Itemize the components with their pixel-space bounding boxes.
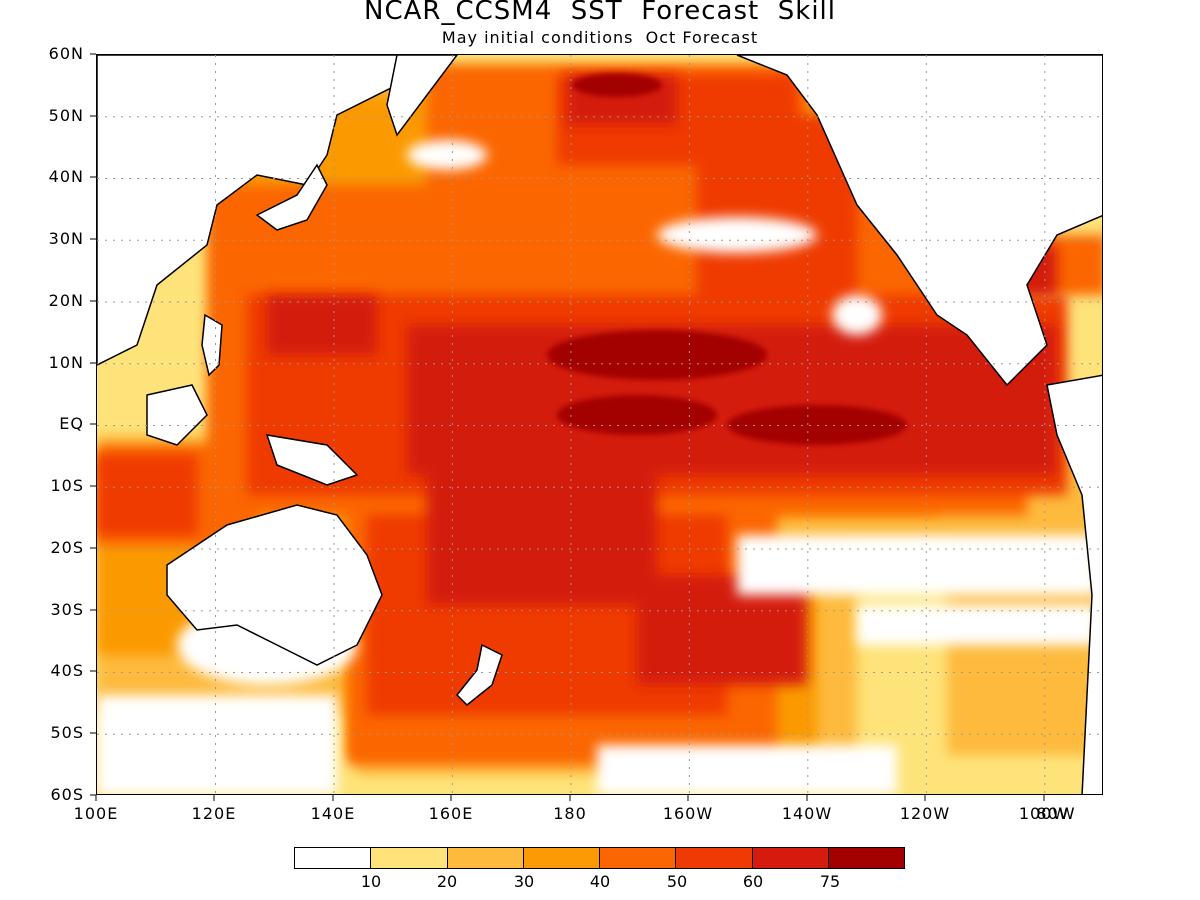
chart-title: NCAR_CCSM4 SST Forecast Skill [364, 0, 836, 26]
kamchatka-land [386, 55, 458, 137]
lat-label-30n: 30N [48, 229, 84, 248]
color-legend [294, 847, 905, 869]
graticule [97, 55, 1102, 794]
legend-swatch-2 [447, 848, 524, 868]
chart-subtitle: May initial conditions Oct Forecast [441, 28, 759, 47]
philippines-land [201, 313, 223, 377]
legend-swatch-4 [600, 848, 677, 868]
legend-label-10: 10 [360, 872, 382, 891]
lat-label-eq: EQ [59, 414, 84, 433]
lon-label-140w: 140W [781, 804, 833, 823]
legend-swatch-0 [295, 848, 372, 868]
skill-field [97, 55, 1102, 794]
south-america-land [1046, 374, 1102, 794]
lat-label-10n: 10N [48, 353, 84, 372]
new-zealand-land [455, 643, 503, 707]
lon-label-140e: 140E [310, 804, 356, 823]
japan-land [255, 163, 328, 231]
lat-label-40s: 40S [50, 661, 84, 680]
skill-map-svg [97, 55, 1102, 794]
legend-label-30: 30 [513, 872, 535, 891]
borneo-land [146, 384, 208, 446]
legend-swatch-3 [523, 848, 600, 868]
lon-label-100e: 100E [73, 804, 119, 823]
lat-label-20s: 20S [50, 538, 84, 557]
skill-map [96, 54, 1103, 795]
lon-label-180: 180 [553, 804, 587, 823]
lon-label-100w: 100W [1018, 804, 1070, 823]
legend-swatch-1 [371, 848, 448, 868]
lon-label-160w: 160W [662, 804, 714, 823]
lat-label-50s: 50S [50, 723, 84, 742]
lon-label-160e: 160E [428, 804, 474, 823]
australia-land [166, 504, 383, 666]
legend-label-50: 50 [666, 872, 688, 891]
asia-land [97, 55, 429, 366]
lat-label-10s: 10S [50, 476, 84, 495]
legend-swatch-6 [752, 848, 829, 868]
lat-label-60n: 60N [48, 44, 84, 63]
legend-label-40: 40 [589, 872, 611, 891]
lat-label-50n: 50N [48, 106, 84, 125]
legend-swatch-5 [676, 848, 753, 868]
lat-label-40n: 40N [48, 167, 84, 186]
lat-label-60s: 60S [50, 785, 84, 804]
legend-swatch-7 [828, 848, 904, 868]
lon-label-120e: 120E [191, 804, 237, 823]
lat-label-20n: 20N [48, 291, 84, 310]
lat-label-30s: 30S [50, 600, 84, 619]
lon-label-80w: 80W [1036, 804, 1076, 823]
legend-label-75: 75 [819, 872, 841, 891]
legend-label-60: 60 [742, 872, 764, 891]
lon-label-120w: 120W [899, 804, 951, 823]
legend-label-20: 20 [436, 872, 458, 891]
